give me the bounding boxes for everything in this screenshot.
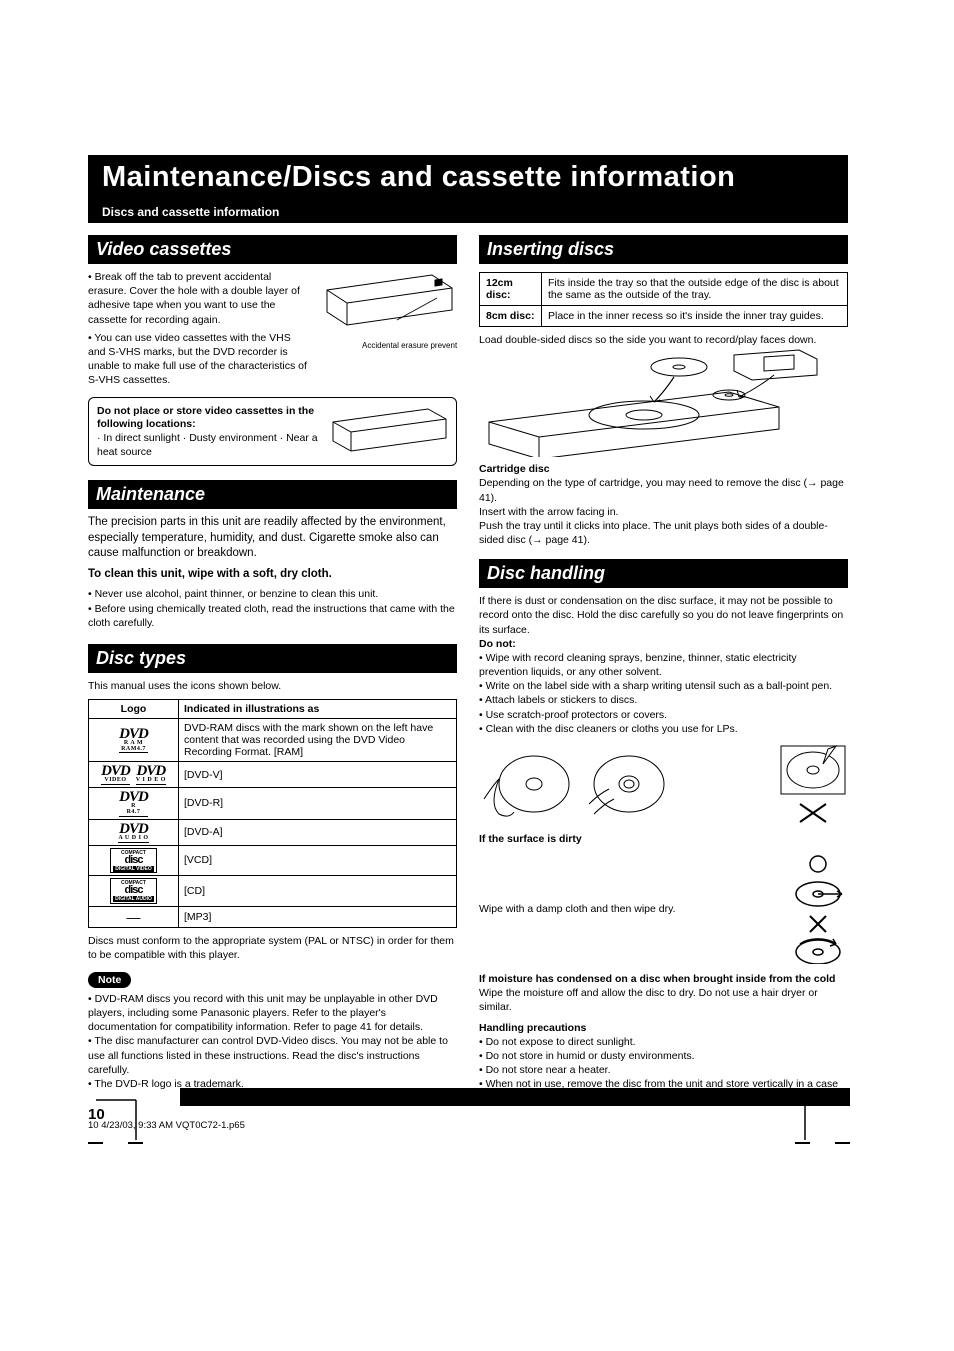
hands-holding-disc-illustration (479, 744, 689, 824)
condensation-heading: If moisture has condensed on a disc when… (479, 972, 848, 986)
size-8cm-label: 8cm disc: (480, 306, 542, 327)
table-row: DVDA U D I O [DVD-A] (89, 819, 457, 845)
precautions-heading: Handling precautions (479, 1021, 848, 1035)
disctypes-after: Discs must conform to the appropriate sy… (88, 934, 457, 962)
donot-3: • Attach labels or stickers to discs. (479, 693, 848, 707)
load-facedown: Load double-sided discs so the side you … (479, 333, 848, 347)
row-text: [VCD] (179, 845, 457, 875)
cassette-bullet-2: • You can use video cassettes with the V… (88, 331, 309, 388)
th-indicator: Indicated in illustrations as (179, 700, 457, 719)
maintenance-body: The precision parts in this unit are rea… (88, 515, 457, 562)
vcd-logo: COMPACTdiscDIGITAL VIDEO (110, 848, 156, 873)
cassette-caution-illustration (328, 404, 448, 459)
dirty-heading: If the surface is dirty (479, 832, 848, 846)
page-content: Maintenance/Discs and cassette informati… (88, 155, 848, 1106)
caution-heading: Do not place or store video cassettes in… (97, 405, 314, 431)
dvd-video-logo-pair: DVDVIDEO DVDV I D E O (91, 764, 176, 785)
donot-2: • Write on the label side with a sharp w… (479, 679, 848, 693)
maint-bullet-2: • Before using chemically treated cloth,… (88, 602, 457, 630)
donot-5: • Clean with the disc cleaners or cloths… (479, 722, 848, 736)
handling-clean: If there is dust or condensation on the … (479, 594, 848, 637)
title-band: Maintenance/Discs and cassette informati… (88, 155, 848, 223)
prec-1: • Do not expose to direct sunlight. (479, 1035, 848, 1049)
right-column: Inserting discs 12cm disc: Fits inside t… (479, 235, 848, 1106)
svg-text:Accidental erasure prevention: Accidental erasure prevention tab (362, 341, 457, 350)
table-row: COMPACTdiscDIGITAL VIDEO [VCD] (89, 845, 457, 875)
section-maintenance-heading: Maintenance (88, 480, 457, 509)
donot-4: • Use scratch-proof protectors or covers… (479, 708, 848, 722)
condensation-text: Wipe the moisture off and allow the disc… (479, 986, 848, 1014)
table-row: DVDVIDEO DVDV I D E O [DVD-V] (89, 762, 457, 788)
prec-3: • Do not store near a heater. (479, 1063, 848, 1077)
insert-size-table: 12cm disc: Fits inside the tray so that … (479, 272, 848, 327)
cartridge-text1: Depending on the type of cartridge, you … (479, 476, 848, 504)
size-8cm-text: Place in the inner recess so it's inside… (542, 306, 848, 327)
dvd-audio-logo: DVDA U D I O (118, 822, 148, 843)
table-row: 8cm disc: Place in the inner recess so i… (480, 306, 848, 327)
disc-types-table: Logo Indicated in illustrations as DVDR … (88, 699, 457, 927)
table-row: COMPACTdiscDIGITAL AUDIO [CD] (89, 876, 457, 906)
cassette-illustration: Accidental erasure prevention tab (317, 270, 457, 365)
dirty-text: Wipe with a damp cloth and then wipe dry… (479, 902, 778, 916)
page-subtitle: Discs and cassette information (102, 205, 279, 219)
dvd-ram-logo: DVDR A MRAM4.7 (119, 727, 148, 754)
caution-list: · In direct sunlight · Dusty environment… (97, 432, 318, 458)
size-12cm-text: Fits inside the tray so that the outside… (542, 273, 848, 306)
row-text: [DVD-A] (179, 819, 457, 845)
row-text: [CD] (179, 876, 457, 906)
section-disctypes-heading: Disc types (88, 644, 457, 673)
insert-disc-illustration (479, 347, 819, 457)
section-handling-heading: Disc handling (479, 559, 848, 588)
page-title: Maintenance/Discs and cassette informati… (102, 161, 834, 194)
size-12cm-label: 12cm disc: (480, 273, 542, 306)
maintenance-clean-heading: To clean this unit, wipe with a soft, dr… (88, 567, 457, 583)
cartridge-text2: Insert with the arrow facing in. (479, 505, 848, 519)
prec-2: • Do not store in humid or dusty environ… (479, 1049, 848, 1063)
table-row: 12cm disc: Fits inside the tray so that … (480, 273, 848, 306)
wipe-direction-illustration (788, 854, 848, 964)
pen-on-disc-illustration: Ball-point pen, etc. (778, 744, 848, 824)
table-row: — [MP3] (89, 906, 457, 927)
donot-heading: Do not: (479, 637, 848, 651)
left-column: Video cassettes • Break off the tab to p… (88, 235, 457, 1106)
note-bullet-2: • The disc manufacturer can control DVD-… (88, 1034, 457, 1077)
section-cassettes-heading: Video cassettes (88, 235, 457, 264)
cartridge-heading: Cartridge disc (479, 462, 848, 476)
cassette-bullet-1: • Break off the tab to prevent accidenta… (88, 270, 309, 327)
row-text: [DVD-R] (179, 788, 457, 820)
table-row: DVDRR4.7 [DVD-R] (89, 788, 457, 820)
cassette-caution-box: Do not place or store video cassettes in… (88, 397, 457, 466)
donot-1: • Wipe with record cleaning sprays, benz… (479, 651, 848, 679)
table-row: DVDR A MRAM4.7 DVD-RAM discs with the ma… (89, 719, 457, 762)
th-logo: Logo (89, 700, 179, 719)
cartridge-text3: Push the tray until it clicks into place… (479, 519, 848, 547)
disctypes-leadin: This manual uses the icons shown below. (88, 679, 457, 693)
handling-hands-row: Ball-point pen, etc. (479, 744, 848, 824)
section-insert-heading: Inserting discs (479, 235, 848, 264)
cd-logo: COMPACTdiscDIGITAL AUDIO (110, 878, 157, 903)
row-text: [MP3] (179, 906, 457, 927)
footer-black-bar (180, 1088, 850, 1106)
note-bullet-1: • DVD-RAM discs you record with this uni… (88, 992, 457, 1035)
dvd-r-logo: DVDRR4.7 (119, 790, 148, 817)
footer-meta: 10 4/23/03, 9:33 AM VQT0C72-1.p65 (88, 1120, 245, 1131)
row-text: [DVD-V] (179, 762, 457, 788)
note-pill: Note (88, 972, 131, 988)
row-text: DVD-RAM discs with the mark shown on the… (179, 719, 457, 762)
maint-bullet-1: • Never use alcohol, paint thinner, or b… (88, 587, 457, 601)
